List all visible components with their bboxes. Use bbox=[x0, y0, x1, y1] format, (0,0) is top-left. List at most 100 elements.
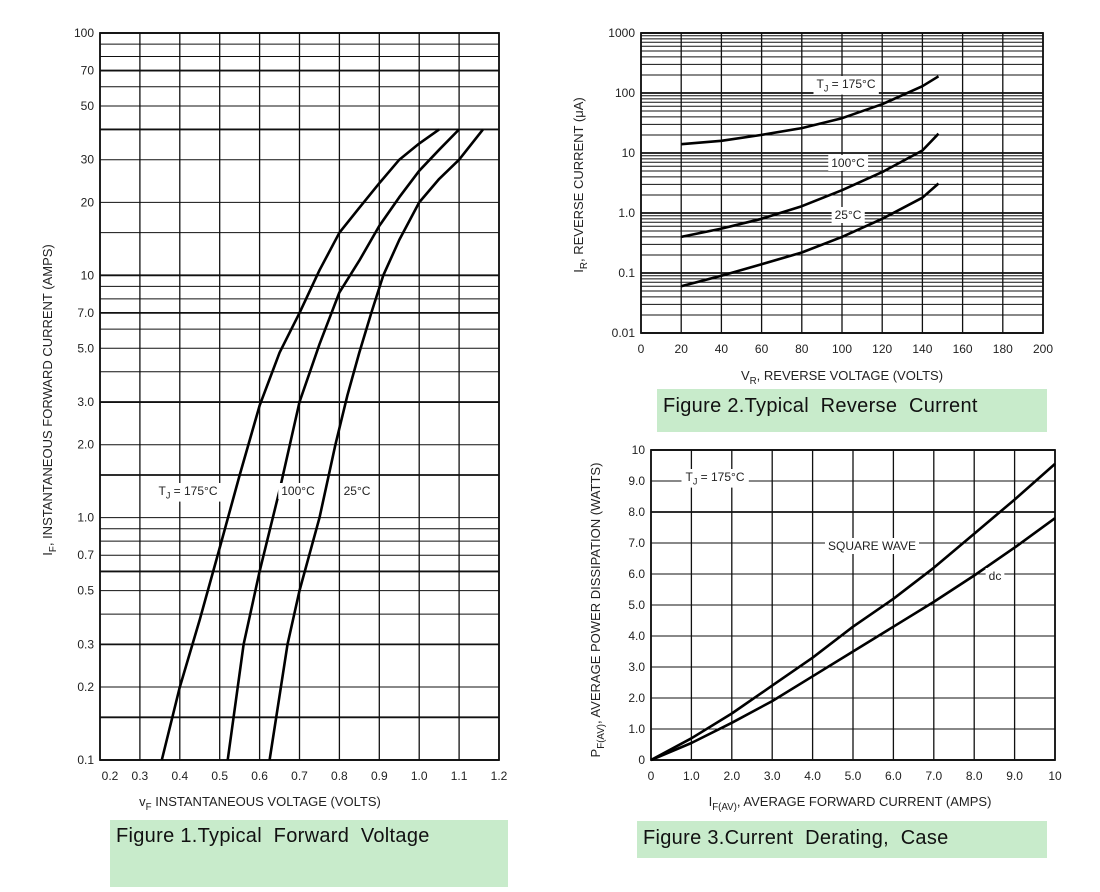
y-axis-title: PF(AV), AVERAGE POWER DISSIPATION (WATTS… bbox=[588, 463, 607, 758]
y-tick-label: 1000 bbox=[608, 26, 635, 40]
annotation-background bbox=[681, 469, 749, 488]
chart-figure-3: 0 1.0 2.0 3.0 4.0 5.0 6.0 7.0 8.0 9.0 10 10 9.0 8.0 7.… bbox=[588, 443, 1062, 813]
x-tick-label: 140 bbox=[912, 342, 932, 356]
y-axis-title: IF, INSTANTANEOUS FORWARD CURRENT (AMPS) bbox=[40, 244, 59, 556]
y-tick-label: 50 bbox=[81, 99, 95, 113]
chart-figure-2: 0 20 40 60 80 100 120 140 160 180 200 1000 100 10 1.0 0… bbox=[571, 26, 1053, 387]
x-tick-label: 200 bbox=[1033, 342, 1053, 356]
x-tick-label: 0.3 bbox=[132, 769, 149, 783]
y-tick-label: 2.0 bbox=[77, 438, 94, 452]
figure-3-caption: Figure 3.Current Derating, Case bbox=[637, 821, 1047, 858]
series-line bbox=[681, 75, 940, 146]
series-label: TJ = 175°C bbox=[155, 483, 221, 502]
x-tick-label: 1.1 bbox=[451, 769, 468, 783]
y-tick-label: 0.3 bbox=[77, 637, 94, 651]
series-label-text: dc bbox=[989, 569, 1002, 583]
series-label-text: 25°C bbox=[344, 484, 371, 498]
x-axis-title: VR, REVERSE VOLTAGE (VOLTS) bbox=[741, 368, 943, 387]
x-tick-label: 6.0 bbox=[885, 769, 902, 783]
figure-2-caption: Figure 2.Typical Reverse Current bbox=[657, 389, 1047, 432]
x-tick-label: 180 bbox=[993, 342, 1013, 356]
x-tick-label: 7.0 bbox=[925, 769, 942, 783]
series-label-background bbox=[155, 483, 221, 502]
y-tick-label: 10 bbox=[632, 443, 646, 457]
series-line bbox=[650, 517, 1056, 762]
series-label-text: TJ = 175°C bbox=[816, 77, 875, 94]
y-axis-title: IR, REVERSE CURRENT (μA) bbox=[571, 97, 590, 272]
series-line bbox=[680, 182, 940, 288]
x-tick-label: 60 bbox=[755, 342, 769, 356]
series-line bbox=[680, 132, 940, 239]
y-tick-label: 3.0 bbox=[77, 395, 94, 409]
x-tick-label: 1.0 bbox=[683, 769, 700, 783]
x-axis-title: IF(AV), AVERAGE FORWARD CURRENT (AMPS) bbox=[709, 794, 992, 813]
series-label-background bbox=[278, 483, 319, 499]
x-tick-label: 8.0 bbox=[966, 769, 983, 783]
x-tick-label: 0.9 bbox=[371, 769, 388, 783]
y-tick-label: 0 bbox=[638, 753, 645, 767]
series-label-text: 100°C bbox=[831, 156, 865, 170]
y-tick-label: 0.1 bbox=[618, 266, 635, 280]
series-line bbox=[160, 128, 440, 761]
x-tick-label: 0 bbox=[648, 769, 655, 783]
y-tick-label: 70 bbox=[81, 64, 95, 78]
chart-figure-1: 0.2 0.3 0.4 0.5 0.6 0.7 0.8 0.9 1.0 1.1 1.2 100 70 50… bbox=[40, 26, 508, 813]
x-tick-label: 1.2 bbox=[491, 769, 508, 783]
y-tick-label: 100 bbox=[615, 86, 635, 100]
x-axis-title: vF INSTANTANEOUS VOLTAGE (VOLTS) bbox=[139, 794, 381, 813]
y-tick-label: 5.0 bbox=[628, 598, 645, 612]
y-tick-label: 1.0 bbox=[618, 206, 635, 220]
x-tick-label: 0.5 bbox=[211, 769, 228, 783]
series-label-background bbox=[985, 568, 1005, 584]
series-label: 25°C bbox=[340, 483, 374, 499]
series-label-background bbox=[813, 76, 879, 95]
y-tick-label: 7.0 bbox=[628, 536, 645, 550]
plot-border bbox=[99, 32, 500, 761]
plot-border bbox=[640, 32, 1044, 334]
series-label: dc bbox=[985, 568, 1005, 584]
y-tick-label: 10 bbox=[81, 268, 95, 282]
x-tick-label: 160 bbox=[953, 342, 973, 356]
y-tick-label: 1.0 bbox=[628, 722, 645, 736]
x-tick-label: 1.0 bbox=[411, 769, 428, 783]
series-label: 100°C bbox=[828, 155, 869, 171]
y-tick-label: 30 bbox=[81, 153, 95, 167]
y-tick-label: 3.0 bbox=[628, 660, 645, 674]
series-label-background bbox=[831, 207, 865, 223]
plot-border bbox=[650, 449, 1056, 761]
y-tick-label: 0.5 bbox=[77, 584, 94, 598]
x-tick-label: 3.0 bbox=[764, 769, 781, 783]
x-tick-label: 0.7 bbox=[291, 769, 308, 783]
y-tick-label: 0.01 bbox=[612, 326, 636, 340]
series-label: 100°C bbox=[278, 483, 319, 499]
x-tick-label: 5.0 bbox=[845, 769, 862, 783]
annotation-text: TJ = 175°C bbox=[685, 470, 744, 487]
x-tick-label: 0.4 bbox=[171, 769, 188, 783]
series-line bbox=[650, 462, 1056, 762]
figure-1-caption: Figure 1.Typical Forward Voltage bbox=[110, 820, 508, 887]
x-tick-label: 0.6 bbox=[251, 769, 268, 783]
series-label-text: SQUARE WAVE bbox=[828, 539, 916, 553]
x-tick-label: 9.0 bbox=[1006, 769, 1023, 783]
x-tick-label: 80 bbox=[795, 342, 809, 356]
y-tick-label: 10 bbox=[622, 146, 636, 160]
y-tick-label: 1.0 bbox=[77, 511, 94, 525]
series-label: TJ = 175°C bbox=[813, 76, 879, 95]
y-tick-label: 7.0 bbox=[77, 306, 94, 320]
x-tick-label: 100 bbox=[832, 342, 852, 356]
x-tick-label: 0 bbox=[638, 342, 645, 356]
x-tick-label: 10 bbox=[1048, 769, 1062, 783]
y-tick-label: 100 bbox=[74, 26, 94, 40]
x-tick-label: 2.0 bbox=[723, 769, 740, 783]
series-label: SQUARE WAVE bbox=[824, 538, 920, 554]
x-tick-label: 0.8 bbox=[331, 769, 348, 783]
y-tick-label: 0.7 bbox=[77, 548, 94, 562]
series-label-background bbox=[828, 155, 869, 171]
annotation: TJ = 175°C bbox=[681, 469, 749, 488]
y-tick-label: 6.0 bbox=[628, 567, 645, 581]
series-line bbox=[268, 128, 485, 761]
series-label: 25°C bbox=[831, 207, 865, 223]
series-label-background bbox=[340, 483, 374, 499]
series-label-text: 25°C bbox=[835, 208, 862, 222]
y-tick-label: 5.0 bbox=[77, 341, 94, 355]
